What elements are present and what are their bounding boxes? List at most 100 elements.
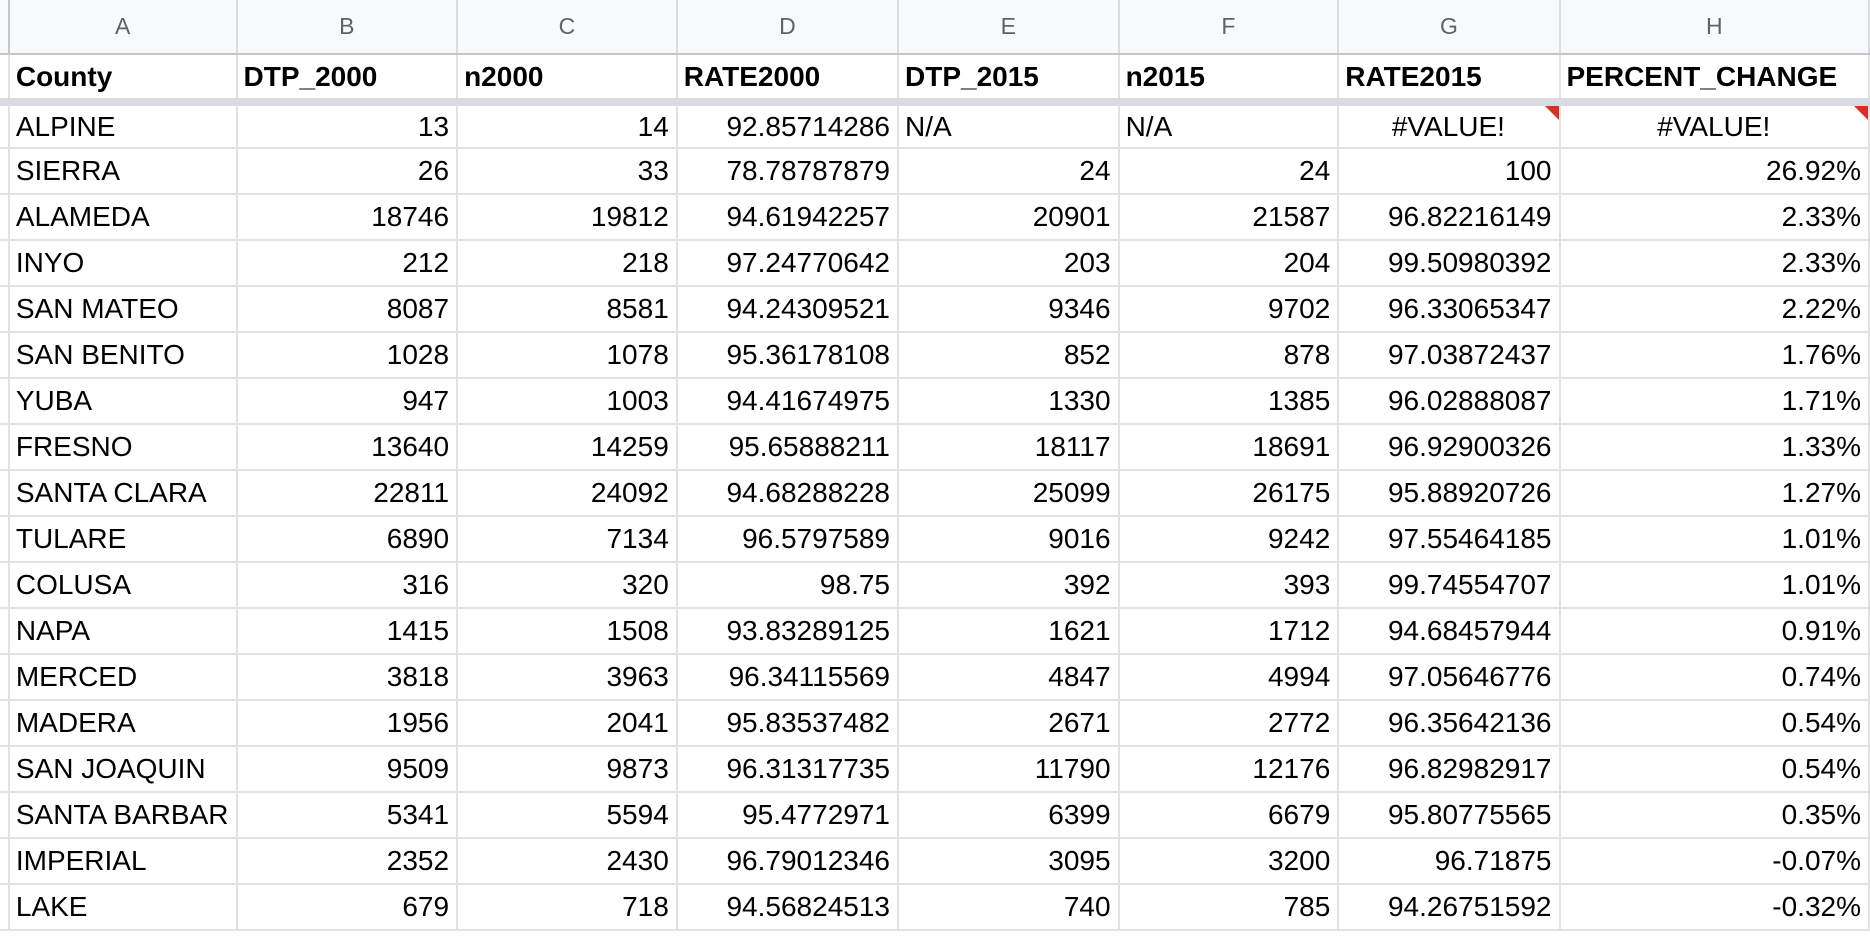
table-cell[interactable]: 1028 <box>236 332 459 379</box>
table-cell[interactable]: 11790 <box>898 746 1120 793</box>
column-header-d[interactable]: D <box>676 0 900 55</box>
table-cell[interactable]: 718 <box>457 884 678 931</box>
table-cell[interactable]: 0.35% <box>1559 792 1870 839</box>
table-cell[interactable]: 1330 <box>898 378 1120 425</box>
table-cell[interactable]: 21587 <box>1118 194 1340 241</box>
table-cell[interactable]: SANTA CLARA <box>8 470 238 517</box>
table-cell[interactable]: 3818 <box>236 654 459 701</box>
table-cell[interactable]: 2041 <box>457 700 678 747</box>
table-cell[interactable]: 94.56824513 <box>676 884 900 931</box>
header-cell-n2000[interactable]: n2000 <box>457 54 678 106</box>
table-cell[interactable]: 99.74554707 <box>1338 562 1561 609</box>
table-cell[interactable]: 3095 <box>898 838 1120 885</box>
table-cell[interactable]: 96.82216149 <box>1338 194 1561 241</box>
table-cell[interactable]: 96.31317735 <box>676 746 900 793</box>
table-cell[interactable]: 18746 <box>236 194 459 241</box>
table-cell[interactable]: 95.65888211 <box>676 424 900 471</box>
table-cell[interactable]: 6679 <box>1118 792 1340 839</box>
table-cell[interactable]: 94.24309521 <box>676 286 900 333</box>
table-cell[interactable]: 95.80775565 <box>1338 792 1561 839</box>
table-cell[interactable]: 8087 <box>236 286 459 333</box>
select-all-corner[interactable] <box>0 0 10 55</box>
table-cell[interactable]: 18117 <box>898 424 1120 471</box>
table-cell[interactable]: 94.26751592 <box>1338 884 1561 931</box>
row-gutter[interactable] <box>0 332 10 379</box>
table-cell[interactable]: 2430 <box>457 838 678 885</box>
table-cell[interactable]: 1003 <box>457 378 678 425</box>
column-header-h[interactable]: H <box>1559 0 1870 55</box>
row-gutter[interactable] <box>0 700 10 747</box>
table-cell[interactable]: 8581 <box>457 286 678 333</box>
table-cell[interactable]: 26.92% <box>1559 148 1870 195</box>
table-cell[interactable]: 95.83537482 <box>676 700 900 747</box>
table-cell[interactable]: 96.82982917 <box>1338 746 1561 793</box>
table-cell[interactable]: 6890 <box>236 516 459 563</box>
table-cell[interactable]: MERCED <box>8 654 238 701</box>
table-cell[interactable]: 25099 <box>898 470 1120 517</box>
table-cell[interactable]: 679 <box>236 884 459 931</box>
table-cell[interactable]: 92.85714286 <box>676 102 900 149</box>
header-cell-percent-change[interactable]: PERCENT_CHANGE <box>1559 54 1870 106</box>
table-cell[interactable]: 98.75 <box>676 562 900 609</box>
header-cell-rate2000[interactable]: RATE2000 <box>676 54 900 106</box>
table-cell[interactable]: 95.36178108 <box>676 332 900 379</box>
table-cell[interactable]: 9509 <box>236 746 459 793</box>
table-cell[interactable]: SANTA BARBAR <box>8 792 238 839</box>
table-cell[interactable]: N/A <box>898 102 1120 149</box>
column-header-g[interactable]: G <box>1338 0 1561 55</box>
table-cell[interactable]: COLUSA <box>8 562 238 609</box>
table-cell[interactable]: SAN MATEO <box>8 286 238 333</box>
table-cell[interactable]: IMPERIAL <box>8 838 238 885</box>
error-flag-icon[interactable] <box>1854 106 1868 120</box>
table-cell[interactable]: 1385 <box>1118 378 1340 425</box>
table-cell[interactable]: 1.27% <box>1559 470 1870 517</box>
table-cell[interactable]: MADERA <box>8 700 238 747</box>
table-cell[interactable]: 785 <box>1118 884 1340 931</box>
table-cell[interactable]: 392 <box>898 562 1120 609</box>
table-cell[interactable]: 9016 <box>898 516 1120 563</box>
table-cell[interactable]: 4847 <box>898 654 1120 701</box>
table-cell[interactable]: 95.4772971 <box>676 792 900 839</box>
table-cell[interactable]: 212 <box>236 240 459 287</box>
table-cell[interactable]: 97.03872437 <box>1338 332 1561 379</box>
row-gutter[interactable] <box>0 562 10 609</box>
table-cell[interactable]: 4994 <box>1118 654 1340 701</box>
table-cell[interactable]: NAPA <box>8 608 238 655</box>
row-gutter[interactable] <box>0 654 10 701</box>
table-cell[interactable]: #VALUE! <box>1559 102 1870 149</box>
table-cell[interactable]: 0.54% <box>1559 700 1870 747</box>
row-gutter[interactable] <box>0 792 10 839</box>
table-cell[interactable]: 0.54% <box>1559 746 1870 793</box>
table-cell[interactable]: 22811 <box>236 470 459 517</box>
table-cell[interactable]: 320 <box>457 562 678 609</box>
table-cell[interactable]: ALPINE <box>8 102 238 149</box>
table-cell[interactable]: 24 <box>898 148 1120 195</box>
table-cell[interactable]: 96.5797589 <box>676 516 900 563</box>
row-gutter[interactable] <box>0 470 10 517</box>
table-cell[interactable]: 203 <box>898 240 1120 287</box>
table-cell[interactable]: SAN JOAQUIN <box>8 746 238 793</box>
table-cell[interactable]: 3963 <box>457 654 678 701</box>
error-flag-icon[interactable] <box>1544 106 1558 120</box>
table-cell[interactable]: 14 <box>457 102 678 149</box>
table-cell[interactable]: SAN BENITO <box>8 332 238 379</box>
table-cell[interactable]: 740 <box>898 884 1120 931</box>
table-cell[interactable]: #VALUE! <box>1338 102 1561 149</box>
table-cell[interactable]: 100 <box>1338 148 1561 195</box>
table-cell[interactable]: 26175 <box>1118 470 1340 517</box>
table-cell[interactable]: 93.83289125 <box>676 608 900 655</box>
column-header-f[interactable]: F <box>1118 0 1340 55</box>
table-cell[interactable]: 19812 <box>457 194 678 241</box>
table-cell[interactable]: 33 <box>457 148 678 195</box>
table-cell[interactable]: 96.35642136 <box>1338 700 1561 747</box>
table-cell[interactable]: 1.71% <box>1559 378 1870 425</box>
table-cell[interactable]: -0.32% <box>1559 884 1870 931</box>
table-cell[interactable]: 1508 <box>457 608 678 655</box>
table-cell[interactable]: -0.07% <box>1559 838 1870 885</box>
table-cell[interactable]: 14259 <box>457 424 678 471</box>
table-cell[interactable]: 393 <box>1118 562 1340 609</box>
table-cell[interactable]: 204 <box>1118 240 1340 287</box>
table-cell[interactable]: 947 <box>236 378 459 425</box>
table-cell[interactable]: 9702 <box>1118 286 1340 333</box>
table-cell[interactable]: 1621 <box>898 608 1120 655</box>
